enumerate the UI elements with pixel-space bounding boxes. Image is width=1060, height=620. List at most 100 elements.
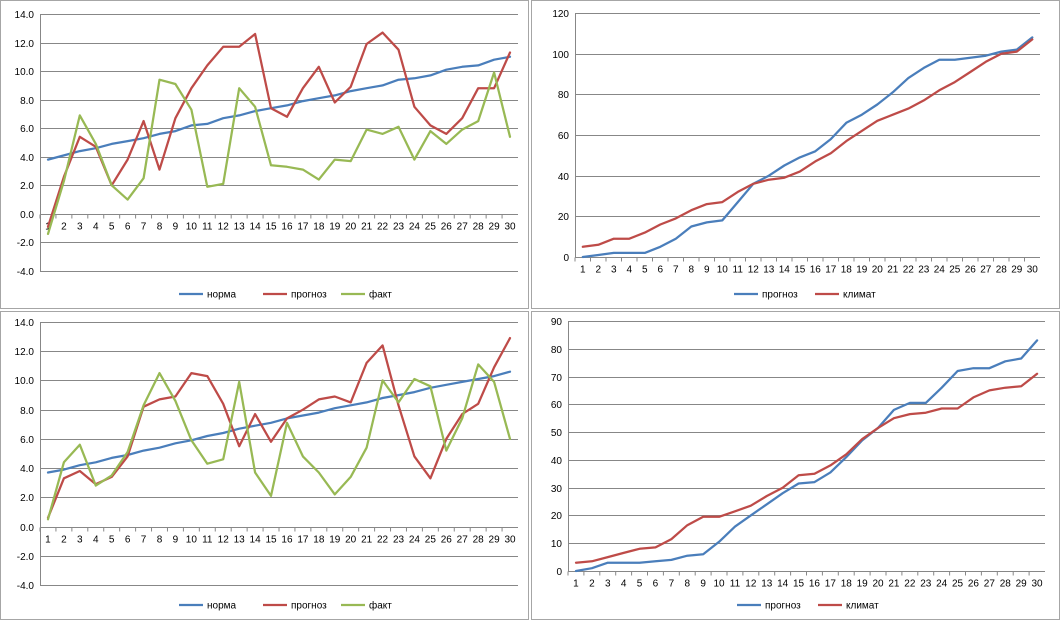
x-tick-label: 21 [361,222,373,233]
series-line-2 [46,71,512,236]
x-tick-label: 18 [313,222,325,233]
x-tick-label: 1 [573,579,579,590]
x-tick-label: 6 [653,579,659,590]
x-tick-label: 15 [265,222,277,233]
legend-label: факт [369,600,392,612]
x-tick-label: 28 [473,222,485,233]
x-tick-label: 13 [763,265,775,276]
x-tick-label: 9 [173,535,179,546]
x-tick-label: 9 [700,579,706,590]
x-tick-label: 12 [745,579,757,590]
y-tick-label: 100 [552,50,569,61]
y-tick-label: 4.0 [20,464,34,475]
chart-panel-cumulative-top: 0 20 40 60 80 100 120 1 2 3 4 5 6 7 8 9 10 11 12 13 14 15 16 17… [531,0,1060,309]
chart-panel-cumulative-bottom: 0 10 20 30 40 50 60 70 80 90 1 2 3 4 5 6 7 8 9 10 11 12 13 14 15… [531,311,1060,620]
x-tick-label: 14 [777,579,789,590]
x-tick-label: 27 [980,265,992,276]
x-tick-label: 12 [218,222,230,233]
legend-label: прогноз [765,601,801,612]
x-tick-label: 23 [920,579,932,590]
x-tick-label: 2 [61,222,67,233]
chart-panel-temperature-top: -4.0 -2.0 0.0 2.0 4.0 6.0 8.0 10.0 12.0 14.0 1 2 3 4 5… [0,0,529,309]
x-tick-label: 15 [265,535,277,546]
legend-label: норма [207,601,237,612]
chart-svg: -4.0 -2.0 0.0 2.0 4.0 6.0 8.0 10.0 12.0 14.0 1 2 3 4 5… [15,10,518,301]
x-tick-label: 11 [202,222,213,233]
x-tick-label: 30 [1027,265,1039,276]
x-tick-label: 24 [409,535,421,546]
x-tick-label: 14 [250,222,262,233]
x-tick-label: 8 [688,265,694,276]
series-line-1 [574,372,1039,564]
series-line-2 [46,363,512,521]
x-tick-label: 30 [504,535,516,546]
x-tick-label: 8 [684,579,690,590]
y-tick-label: 12.0 [15,347,35,358]
x-tick-label: 13 [234,535,246,546]
y-tick-label: 0 [556,567,562,578]
x-tick-label: 10 [717,265,729,276]
x-tick-label: 4 [93,222,99,233]
x-tick-label: 6 [125,535,131,546]
x-tick-label: 2 [61,535,67,546]
series-line-1 [46,31,512,228]
x-tick-label: 16 [809,579,821,590]
y-tick-label: 2.0 [20,493,34,504]
x-tick-label: 4 [626,265,632,276]
x-tick-label: 15 [793,579,805,590]
x-tick-label: 4 [93,535,99,546]
x-tick-label: 20 [872,579,884,590]
y-tick-label: 8.0 [20,96,34,107]
x-tick-label: 4 [621,579,627,590]
legend-label: прогноз [291,601,327,612]
x-tick-label: 11 [733,265,744,276]
x-tick-label: 14 [779,265,791,276]
x-tick-label: 30 [1031,579,1043,590]
x-tick-label: 16 [810,265,822,276]
x-tick-label: 27 [984,579,996,590]
y-tick-label: 20 [551,511,563,522]
x-tick-label: 15 [794,265,806,276]
x-tick-label: 21 [888,579,900,590]
x-tick-label: 22 [377,222,389,233]
x-tick-label: 26 [965,265,977,276]
x-tick-label: 12 [218,535,230,546]
x-tick-label: 27 [457,535,469,546]
x-tick-label: 11 [202,535,213,546]
y-tick-label: 2.0 [20,181,34,192]
x-tick-label: 22 [904,579,916,590]
y-tick-label: 8.0 [20,406,34,417]
series-line-0 [581,36,1034,259]
x-tick-label: 19 [857,579,869,590]
y-tick-label: 12.0 [15,39,35,50]
y-tick-label: 50 [551,428,563,439]
x-tick-label: 3 [605,579,611,590]
x-tick-label: 20 [872,265,884,276]
x-tick-label: 6 [125,222,131,233]
legend-label: климат [843,290,876,301]
x-tick-label: 5 [109,535,115,546]
x-tick-label: 7 [669,579,675,590]
x-tick-label: 23 [918,265,930,276]
y-tick-label: 0.0 [20,210,34,221]
chart-panel-temperature-bottom: -4.0 -2.0 0.0 2.0 4.0 6.0 8.0 10.0 12.0 14.0 1 2 3 4 5… [0,311,529,620]
y-tick-label: 40 [551,456,563,467]
y-tick-label: 60 [558,131,570,142]
y-tick-label: 80 [551,345,563,356]
x-tick-label: 25 [425,535,437,546]
y-tick-label: 10.0 [15,67,35,78]
x-tick-label: 28 [996,265,1008,276]
y-tick-label: -4.0 [17,581,35,592]
y-tick-label: 90 [551,317,563,328]
x-tick-label: 28 [1000,579,1012,590]
x-tick-label: 17 [297,535,309,546]
y-tick-label: 80 [558,90,570,101]
x-tick-label: 22 [903,265,915,276]
x-tick-label: 5 [642,265,648,276]
y-tick-label: 10.0 [15,376,35,387]
x-tick-label: 9 [704,265,710,276]
x-tick-label: 26 [441,222,453,233]
y-tick-label: -2.0 [17,552,35,563]
x-tick-label: 5 [637,579,643,590]
y-tick-label: 4.0 [20,153,34,164]
